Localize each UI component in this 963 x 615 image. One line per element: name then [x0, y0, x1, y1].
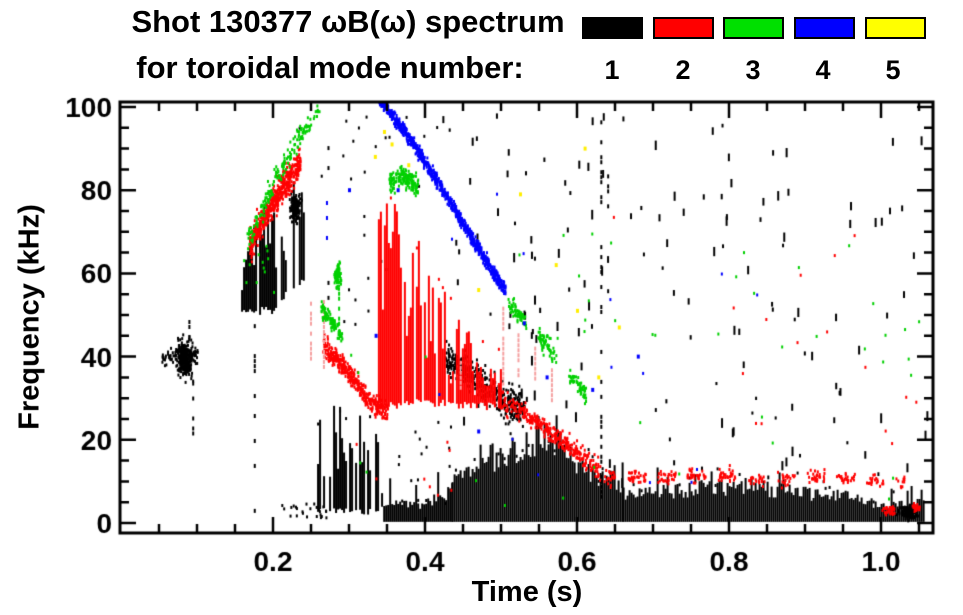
legend-swatch-mode-5: [865, 17, 926, 39]
x-axis-title: Time (s): [471, 576, 583, 608]
legend-label-mode-5: 5: [885, 55, 901, 85]
legend-label-mode-4: 4: [815, 55, 831, 85]
legend-swatch-mode-4: [794, 17, 855, 39]
legend-swatch-mode-3: [723, 17, 784, 39]
legend-swatch-mode-1: [582, 17, 643, 39]
legend-swatch-mode-2: [653, 17, 714, 39]
legend-label-mode-2: 2: [675, 55, 691, 85]
figure-title-line-2: for toroidal mode number:: [136, 50, 524, 85]
legend-label-mode-3: 3: [745, 55, 761, 85]
legend-label-mode-1: 1: [604, 55, 620, 85]
y-axis-title: Frequency (kHz): [13, 204, 46, 430]
figure-title-line-1: Shot 130377 ωB(ω) spectrum: [131, 4, 565, 39]
